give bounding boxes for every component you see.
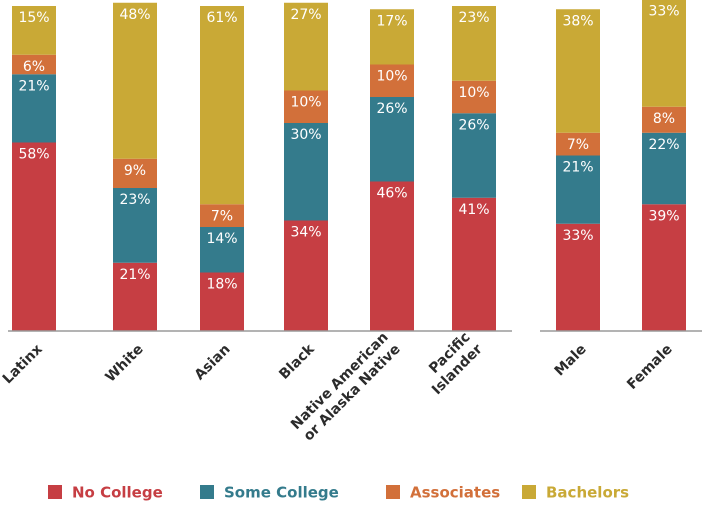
- bar-segment: [642, 106, 686, 133]
- bar-segment: [370, 181, 414, 331]
- x-tick-label: Female: [624, 341, 675, 392]
- bar-segment: [370, 64, 414, 97]
- x-tick-label-line: Asian: [192, 341, 234, 383]
- bar-segment: [642, 204, 686, 331]
- bar-segment: [12, 54, 56, 75]
- bar-segment: [642, 0, 686, 107]
- legend-swatch: [522, 485, 536, 499]
- data-label: 33%: [648, 4, 679, 20]
- data-label: 17%: [376, 13, 407, 29]
- bar-segment: [284, 220, 328, 331]
- legend-swatch: [200, 485, 214, 499]
- legend-label: Some College: [224, 484, 339, 502]
- data-label: 21%: [119, 267, 150, 283]
- x-tick-label: White: [103, 341, 147, 385]
- data-label: 10%: [458, 85, 489, 101]
- x-tick-label-line: White: [103, 341, 147, 385]
- data-label: 41%: [458, 202, 489, 218]
- bar-segment: [284, 2, 328, 91]
- bar-segment: [452, 80, 496, 114]
- data-label: 30%: [290, 127, 321, 143]
- legend-label: No College: [72, 484, 163, 502]
- bar-segment: [200, 6, 244, 205]
- data-label: 61%: [206, 10, 237, 26]
- bar-segment: [12, 142, 56, 331]
- data-label: 22%: [648, 137, 679, 153]
- data-label: 48%: [119, 7, 150, 23]
- data-label: 38%: [562, 13, 593, 29]
- bar-segment: [12, 74, 56, 143]
- data-label: 26%: [458, 117, 489, 133]
- bar-segment: [113, 2, 157, 159]
- bar-segment: [12, 6, 56, 55]
- x-tick-label-line: Female: [624, 341, 675, 392]
- bar-segment: [556, 155, 600, 224]
- x-tick-label: PacificIslander: [417, 329, 486, 398]
- data-label: 58%: [18, 147, 49, 163]
- bar-segment: [370, 97, 414, 182]
- data-label: 27%: [290, 7, 321, 23]
- data-label: 7%: [567, 137, 589, 153]
- data-label: 10%: [376, 69, 407, 85]
- bar-segment: [556, 223, 600, 331]
- legend-swatch: [48, 485, 62, 499]
- bar-segment: [200, 227, 244, 273]
- bar-segment: [113, 262, 157, 331]
- data-label: 21%: [18, 78, 49, 94]
- data-label: 23%: [458, 10, 489, 26]
- data-label: 46%: [376, 186, 407, 202]
- data-label: 18%: [206, 277, 237, 293]
- data-label: 26%: [376, 101, 407, 117]
- data-label: 21%: [562, 160, 593, 176]
- legend-label: Bachelors: [546, 484, 629, 502]
- bar-segment: [284, 90, 328, 123]
- bar-segment: [200, 204, 244, 227]
- bar-segment: [556, 9, 600, 133]
- bar-segment: [452, 113, 496, 198]
- bar-segment: [452, 6, 496, 81]
- data-label: 8%: [653, 111, 675, 127]
- data-label: 10%: [290, 95, 321, 111]
- data-label: 33%: [562, 228, 593, 244]
- data-label: 14%: [206, 231, 237, 247]
- x-tick-label: Black: [276, 341, 318, 383]
- data-label: 15%: [18, 10, 49, 26]
- bar-segment: [113, 188, 157, 263]
- legend-swatch: [386, 485, 400, 499]
- data-label: 39%: [648, 208, 679, 224]
- data-label: 7%: [211, 208, 233, 224]
- bar-segment: [642, 132, 686, 205]
- bar-segment: [200, 272, 244, 331]
- x-tick-label: Asian: [192, 341, 234, 383]
- bar-segment: [284, 123, 328, 221]
- data-label: 23%: [119, 192, 150, 208]
- bar-segment: [113, 158, 157, 188]
- data-label: 34%: [290, 225, 321, 241]
- legend-label: Associates: [410, 484, 500, 502]
- x-tick-label: Latinx: [0, 341, 46, 387]
- bar-segment: [452, 197, 496, 331]
- data-label: 6%: [23, 59, 45, 75]
- bar-segment: [556, 132, 600, 156]
- x-tick-label-line: Male: [552, 341, 590, 379]
- bar-segment: [370, 9, 414, 65]
- x-tick-label: Male: [552, 341, 590, 379]
- x-tick-label-line: Black: [276, 341, 318, 383]
- data-label: 9%: [124, 163, 146, 179]
- x-tick-label-line: Latinx: [0, 341, 46, 387]
